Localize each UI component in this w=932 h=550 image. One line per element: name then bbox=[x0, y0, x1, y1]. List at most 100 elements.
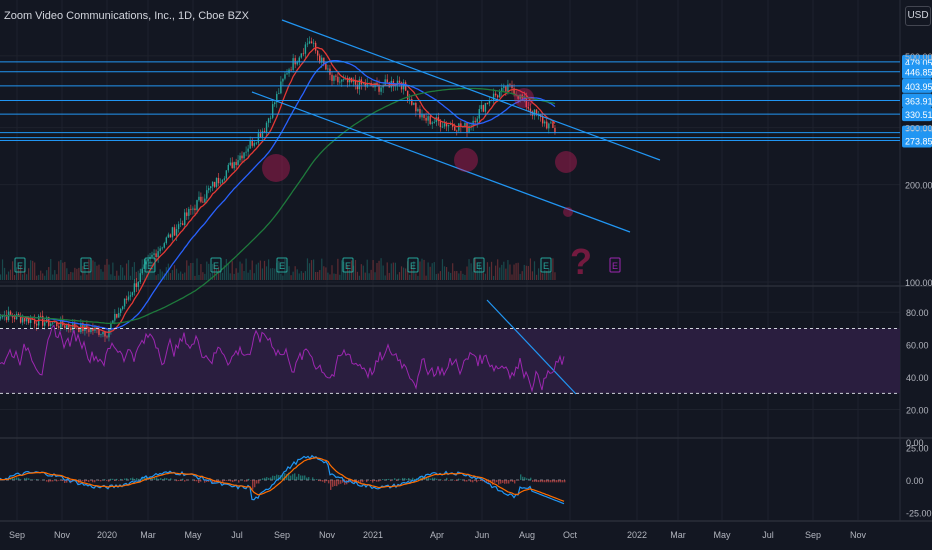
macd-hist-bar bbox=[540, 480, 542, 483]
volume-bar bbox=[321, 258, 323, 280]
candle-body bbox=[153, 253, 155, 255]
candle-body bbox=[165, 237, 168, 244]
candle-body bbox=[1, 315, 4, 318]
volume-bar bbox=[217, 266, 220, 280]
candle-body bbox=[206, 190, 208, 199]
candle-body bbox=[56, 321, 58, 327]
earnings-label: E bbox=[345, 261, 351, 271]
candle-body bbox=[474, 120, 476, 123]
volume-bar bbox=[66, 268, 68, 280]
volume-bar bbox=[56, 274, 58, 280]
volume-bar bbox=[155, 275, 157, 280]
volume-bar bbox=[364, 272, 366, 280]
volume-bar bbox=[535, 274, 538, 280]
macd-hist-bar bbox=[204, 480, 206, 483]
macd-hist-bar bbox=[430, 478, 432, 480]
volume-bar bbox=[503, 261, 505, 280]
volume-bar bbox=[120, 265, 122, 280]
macd-hist-bar bbox=[294, 473, 296, 480]
candle-body bbox=[331, 74, 333, 81]
volume-bar bbox=[421, 258, 423, 280]
earnings-label: E bbox=[17, 261, 23, 271]
currency-button[interactable]: USD bbox=[905, 6, 931, 26]
candle-body bbox=[280, 81, 282, 94]
macd-hist-bar bbox=[124, 478, 126, 480]
macd-hist-bar bbox=[230, 480, 232, 482]
candle-body bbox=[296, 61, 298, 65]
candle-body bbox=[335, 75, 337, 77]
candle-body bbox=[433, 122, 435, 123]
volume-bar bbox=[474, 258, 476, 280]
macd-hist-bar bbox=[440, 479, 442, 480]
macd-hist-bar bbox=[470, 480, 472, 482]
volume-bar bbox=[60, 259, 62, 280]
volume-bar bbox=[402, 267, 405, 280]
candle-body bbox=[535, 109, 538, 115]
candle-body bbox=[396, 80, 399, 86]
volume-bar bbox=[356, 271, 359, 280]
candle-body bbox=[68, 324, 70, 328]
macd-hist-bar bbox=[104, 479, 106, 480]
volume-bar bbox=[38, 274, 40, 280]
volume-bar bbox=[36, 275, 38, 280]
time-tick: Jul bbox=[762, 530, 774, 540]
macd-hist-bar bbox=[378, 480, 380, 482]
volume-bar bbox=[456, 270, 458, 280]
candle-body bbox=[480, 105, 483, 110]
macd-hist-bar bbox=[370, 480, 372, 481]
macd-tick: 0.00 bbox=[906, 476, 924, 486]
macd-hist-bar bbox=[166, 478, 168, 480]
macd-hist-bar bbox=[56, 480, 58, 482]
macd-hist-bar bbox=[52, 480, 54, 482]
volume-bar bbox=[312, 259, 315, 280]
macd-hist-bar bbox=[86, 480, 88, 482]
candle-body bbox=[513, 88, 515, 95]
macd-hist-bar bbox=[274, 475, 276, 480]
volume-bar bbox=[523, 264, 525, 280]
question-mark-icon: ? bbox=[570, 241, 592, 282]
volume-bar bbox=[58, 261, 60, 280]
level-label: 273.85 bbox=[905, 136, 932, 146]
macd-hist-bar bbox=[48, 480, 50, 483]
candle-body bbox=[552, 122, 554, 128]
macd-hist-bar bbox=[366, 480, 368, 483]
macd-hist-bar bbox=[18, 477, 20, 480]
volume-bar bbox=[182, 273, 184, 280]
macd-tick: -25.00 bbox=[906, 509, 932, 519]
horizontal-levels[interactable]: 479.05446.85403.95363.91330.51289.59287.… bbox=[0, 54, 932, 148]
macd-hist-bar bbox=[436, 478, 438, 480]
candle-body bbox=[358, 79, 361, 90]
macd-hist-bar bbox=[46, 480, 48, 482]
candle-body bbox=[194, 208, 196, 211]
macd-hist-bar bbox=[424, 478, 426, 480]
macd-hist-bar bbox=[270, 477, 272, 480]
candle-body bbox=[64, 325, 66, 329]
macd-hist-bar bbox=[306, 477, 308, 480]
candle-body bbox=[265, 122, 268, 133]
trendlines[interactable] bbox=[251, 19, 661, 395]
volume-bar bbox=[427, 262, 429, 280]
rsi-pane bbox=[0, 324, 900, 394]
candle-body bbox=[429, 116, 431, 124]
volume-bar bbox=[143, 270, 145, 280]
macd-hist-bar bbox=[488, 480, 490, 483]
candle-body bbox=[261, 131, 264, 138]
macd-hist-bar bbox=[446, 477, 448, 480]
candle-body bbox=[460, 123, 462, 127]
volume-bar bbox=[62, 262, 64, 280]
volume-bar bbox=[300, 271, 302, 280]
candle-body bbox=[90, 328, 92, 333]
macd-hist-bar bbox=[262, 478, 264, 480]
volume-bar bbox=[394, 262, 397, 280]
candle-body bbox=[253, 143, 255, 146]
candle-body bbox=[341, 79, 343, 82]
volume-bar bbox=[323, 266, 325, 280]
candle-body bbox=[447, 125, 450, 127]
volume-bar bbox=[319, 270, 321, 280]
macd-hist-bar bbox=[94, 480, 96, 483]
candle-body bbox=[409, 99, 411, 100]
volume-bar bbox=[74, 267, 76, 280]
macd-hist-bar bbox=[414, 479, 416, 480]
